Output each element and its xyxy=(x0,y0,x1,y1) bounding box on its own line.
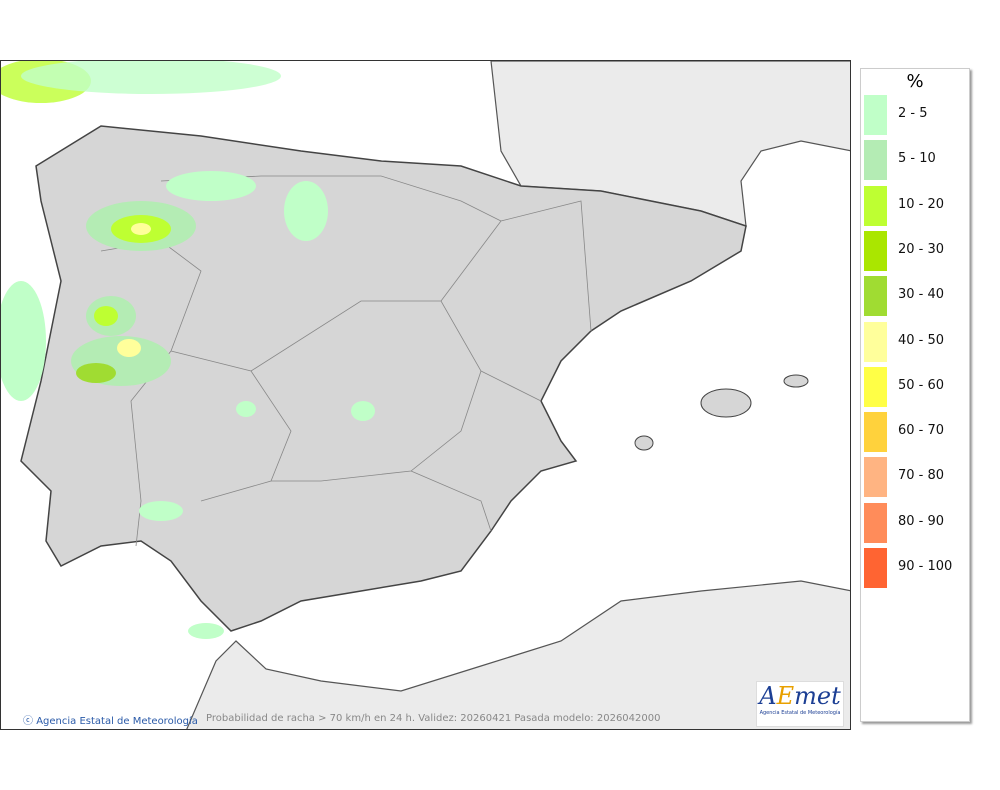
africa-land xyxy=(186,580,850,729)
legend: % 2 - 5 5 - 10 10 - 20 20 - 30 30 - 40 40 - 5… xyxy=(860,68,970,722)
forecast-map: ⓒ Agencia Estatal de Meteorología Probab… xyxy=(0,60,851,730)
legend-item: 5 - 10 xyxy=(864,140,964,182)
legend-swatch xyxy=(864,95,887,135)
legend-swatch xyxy=(864,185,887,226)
legend-label: 40 - 50 xyxy=(898,332,945,348)
probability-areas xyxy=(1,61,375,639)
credit-text: Agencia Estatal de Meteorología xyxy=(36,716,198,727)
legend-label: 20 - 30 xyxy=(898,241,945,257)
legend-label: 70 - 80 xyxy=(898,468,945,484)
legend-item: 40 - 50 xyxy=(864,321,964,364)
legend-label: 30 - 40 xyxy=(898,287,945,303)
legend-item: 60 - 70 xyxy=(864,412,964,454)
map-svg xyxy=(1,61,850,729)
legend-item: 30 - 40 xyxy=(864,276,964,318)
legend-swatch xyxy=(864,502,887,543)
legend-swatch xyxy=(864,140,887,181)
legend-swatch xyxy=(864,457,887,498)
legend-label: 50 - 60 xyxy=(898,377,945,393)
legend-swatch xyxy=(864,230,887,271)
legend-label: 80 - 90 xyxy=(898,513,945,529)
logo-subtitle: Agencia Estatal de Meteorología xyxy=(759,710,841,716)
legend-label: 2 - 5 xyxy=(898,106,928,121)
legend-swatch xyxy=(864,548,887,588)
legend-item: 90 - 100 xyxy=(864,548,964,590)
balearic-menorca xyxy=(783,374,809,388)
agency-credit: ⓒ Agencia Estatal de Meteorología xyxy=(23,716,198,727)
legend-label: 60 - 70 xyxy=(898,423,945,439)
legend-item: 80 - 90 xyxy=(864,502,964,545)
legend-label: 5 - 10 xyxy=(898,151,936,167)
legend-item: 2 - 5 xyxy=(864,95,964,137)
legend-item: 70 - 80 xyxy=(864,457,964,499)
legend-item: 20 - 30 xyxy=(864,230,964,273)
legend-item: 50 - 60 xyxy=(864,366,964,409)
legend-swatch xyxy=(864,412,887,453)
legend-item: 10 - 20 xyxy=(864,185,964,228)
legend-swatch xyxy=(864,321,887,362)
france-land xyxy=(490,61,850,227)
legend-swatch xyxy=(864,276,887,317)
legend-title: % xyxy=(906,71,924,92)
balearic-ibiza xyxy=(634,435,654,451)
legend-label: 10 - 20 xyxy=(898,196,945,212)
legend-swatch xyxy=(864,366,887,407)
balearic-mallorca xyxy=(700,388,752,418)
iberia-land xyxy=(20,125,747,632)
aemet-logo: AEmet Agencia Estatal de Meteorología xyxy=(756,681,844,727)
map-caption: Probabilidad de racha > 70 km/h en 24 h.… xyxy=(206,713,661,724)
legend-label: 90 - 100 xyxy=(898,559,953,574)
